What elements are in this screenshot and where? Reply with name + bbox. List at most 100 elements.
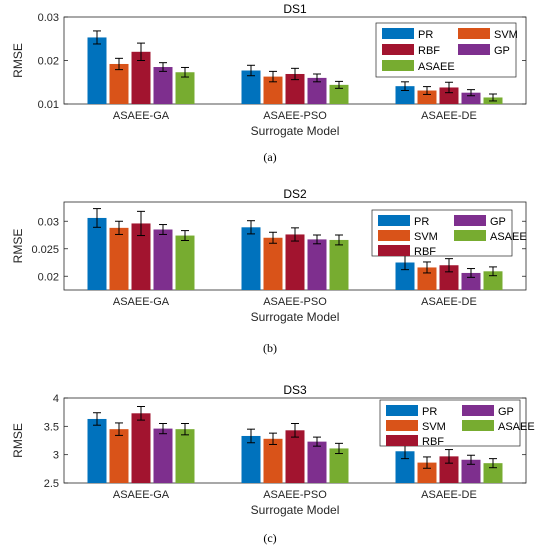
legend-label: ASAEE [498, 421, 535, 433]
legend: PR SVM RBF GP ASAEE [375, 22, 518, 78]
legend-swatch [454, 215, 486, 226]
legend-label: PR [422, 406, 437, 418]
x-tick-label: ASAEE-GA [113, 110, 170, 122]
legend-swatch [386, 420, 418, 431]
legend: PR SVM RBF GP ASAEE [371, 209, 527, 258]
legend-swatch [386, 435, 418, 446]
panel-caption: (b) [263, 341, 277, 355]
bar [417, 462, 437, 483]
x-axis-label: Surrogate Model [251, 503, 340, 517]
bar [241, 435, 261, 483]
legend-label: ASAEE [418, 61, 455, 73]
bar [483, 271, 503, 290]
y-tick-label: 0.03 [38, 216, 59, 228]
bar [87, 37, 107, 104]
x-tick-label: ASAEE-PSO [263, 296, 327, 308]
bar [395, 451, 415, 483]
bar [483, 463, 503, 483]
legend: PR SVM RBF GP ASAEE [379, 399, 535, 448]
bar [285, 430, 305, 483]
legend-label: GP [494, 45, 510, 57]
bar [109, 429, 129, 483]
bar [241, 70, 261, 104]
legend-swatch [382, 28, 414, 39]
bar [329, 448, 349, 483]
x-axis-label: Surrogate Model [251, 124, 340, 138]
y-axis-label: RMSE [11, 423, 25, 458]
legend-swatch [378, 215, 410, 226]
bar [461, 459, 481, 483]
legend-label: SVM [494, 29, 518, 41]
bar [131, 413, 151, 483]
x-axis-label: Surrogate Model [251, 310, 340, 324]
bar [461, 272, 481, 290]
bar [109, 63, 129, 104]
chart-panel-2: DS2 0.02 0.025 0.03 RMSE ASAEE-GA ASAEE-PSO ASA… [11, 187, 527, 355]
bar [285, 234, 305, 290]
panel-caption: (c) [263, 531, 276, 545]
legend-label: RBF [422, 436, 444, 448]
legend-label: RBF [418, 45, 440, 57]
bar [307, 239, 327, 290]
y-tick-label: 0.02 [38, 271, 59, 283]
y-axis-label: RMSE [11, 229, 25, 264]
legend-label: PR [418, 29, 433, 41]
y-tick-label: 3 [53, 450, 59, 462]
bar [263, 438, 283, 483]
y-tick-label: 0.03 [38, 12, 59, 24]
bar [109, 227, 129, 290]
legend-label: RBF [414, 246, 436, 258]
bar [329, 239, 349, 290]
legend-swatch [382, 44, 414, 55]
bar [395, 262, 415, 290]
bar [395, 86, 415, 104]
y-axis-label: RMSE [11, 43, 25, 78]
legend-swatch [382, 60, 414, 71]
x-tick-label: ASAEE-GA [113, 489, 170, 501]
bar [175, 429, 195, 483]
legend-label: ASAEE [490, 231, 527, 243]
bar [131, 223, 151, 290]
x-tick-label: ASAEE-PSO [263, 489, 327, 501]
y-tick-label: 2.5 [44, 478, 59, 490]
bar [307, 77, 327, 104]
bar [417, 267, 437, 290]
bar [87, 217, 107, 290]
x-tick-label: ASAEE-DE [421, 110, 477, 122]
bar [263, 76, 283, 104]
bar [153, 229, 173, 290]
chart-panel-1: DS1 0.01 0.02 0.03 RMSE ASAEE-GA ASAEE-PSO ASAE… [11, 2, 527, 164]
chart-title: DS1 [283, 2, 307, 16]
legend-swatch [458, 28, 490, 39]
x-tick-label: ASAEE-GA [113, 296, 170, 308]
y-tick-label: 0.02 [38, 56, 59, 68]
legend-swatch [454, 230, 486, 241]
legend-swatch [378, 230, 410, 241]
legend-label: SVM [422, 421, 446, 433]
bar [461, 92, 481, 104]
bar [417, 90, 437, 104]
panel-caption: (a) [263, 150, 276, 164]
bar [175, 72, 195, 104]
bar [439, 87, 459, 104]
bar [153, 67, 173, 104]
y-tick-label: 0.01 [38, 99, 59, 111]
x-tick-label: ASAEE-DE [421, 489, 477, 501]
legend-label: GP [498, 406, 514, 418]
y-tick-label: 3.5 [44, 421, 59, 433]
bar [153, 428, 173, 483]
chart-panel-3: DS3 2.5 3 3.5 4 RMSE ASAEE-GA ASAEE-PSO ASAEE-DE… [11, 383, 535, 545]
bar [439, 265, 459, 290]
chart-title: DS3 [283, 383, 307, 397]
y-tick-label: 4 [53, 393, 59, 405]
legend-label: PR [414, 216, 429, 228]
bar [285, 73, 305, 104]
legend-swatch [386, 405, 418, 416]
x-tick-label: ASAEE-PSO [263, 110, 327, 122]
x-tick-label: ASAEE-DE [421, 296, 477, 308]
legend-label: SVM [414, 231, 438, 243]
bar [329, 84, 349, 104]
bar [263, 237, 283, 290]
chart-title: DS2 [283, 187, 307, 201]
legend-swatch [378, 245, 410, 256]
